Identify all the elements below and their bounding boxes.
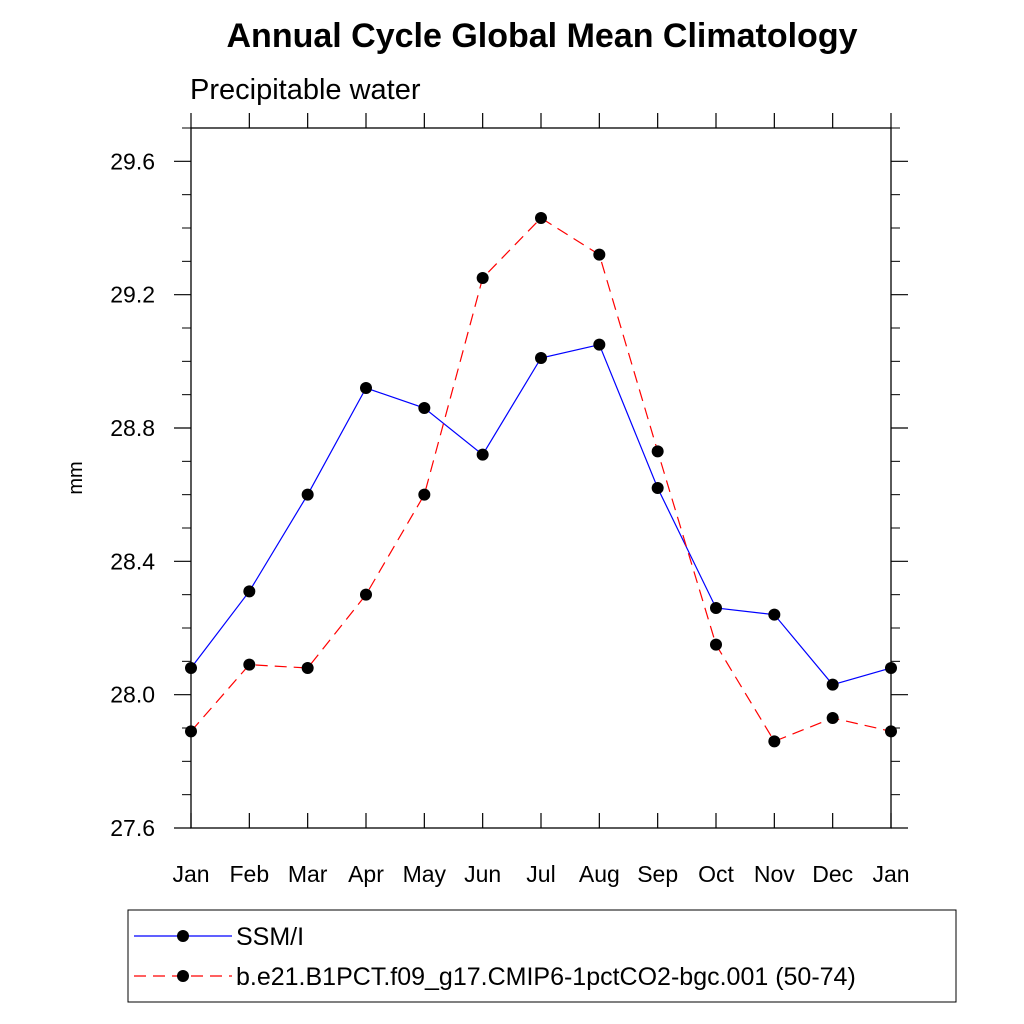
axis-ticks: Jan Feb Mar Apr May Jun Jul Aug Sep Oct Nov Dec Jan 2… bbox=[110, 113, 910, 887]
series-0-point bbox=[185, 662, 197, 674]
series-1-point bbox=[301, 662, 314, 674]
series-0-point bbox=[651, 482, 664, 494]
series-0-point bbox=[826, 678, 839, 691]
x-tick-label: Dec bbox=[812, 861, 853, 887]
x-tick-label: Jun bbox=[464, 861, 501, 887]
series-0-point bbox=[768, 608, 781, 621]
y-tick-label: 28.8 bbox=[110, 415, 155, 441]
chart-title: Annual Cycle Global Mean Climatology bbox=[227, 17, 858, 55]
plot-frame bbox=[190, 127, 892, 829]
series-0-point bbox=[593, 338, 606, 351]
x-tick-label: Jan bbox=[172, 861, 209, 887]
y-tick-label: 28.0 bbox=[110, 682, 155, 708]
x-tick-label: Apr bbox=[348, 861, 384, 887]
series-line-1 bbox=[190, 217, 892, 743]
series-1-point bbox=[185, 725, 197, 738]
series-0-point bbox=[476, 448, 489, 461]
y-tick-label: 29.6 bbox=[110, 148, 155, 174]
series-1-point bbox=[360, 588, 372, 601]
x-tick-label: Mar bbox=[288, 861, 328, 887]
series-1-point bbox=[418, 488, 431, 501]
x-tick-label: Nov bbox=[754, 861, 795, 887]
x-tick-label: Feb bbox=[230, 861, 270, 887]
legend-marker-model bbox=[177, 970, 189, 982]
x-tick-label: Jul bbox=[526, 861, 555, 887]
x-tick-label: Jan bbox=[872, 861, 909, 887]
chart-subtitle: Precipitable water bbox=[190, 74, 421, 106]
series-1-point bbox=[826, 712, 839, 724]
series-0-point bbox=[885, 662, 897, 674]
series-0-point bbox=[710, 602, 722, 614]
y-tick-label: 28.4 bbox=[110, 548, 155, 574]
series-1-point bbox=[885, 725, 897, 738]
legend-label-ssmi: SSM/I bbox=[236, 923, 304, 951]
series-0-point bbox=[418, 402, 431, 414]
series-layer bbox=[185, 212, 897, 748]
legend-box bbox=[127, 909, 957, 1003]
series-0-point bbox=[360, 382, 372, 394]
series-1-point bbox=[593, 248, 606, 261]
legend-label-model: b.e21.B1PCT.f09_g17.CMIP6-1pctCO2-bgc.00… bbox=[236, 963, 856, 991]
legend: SSM/I b.e21.B1PCT.f09_g17.CMIP6-1pctCO2-… bbox=[127, 909, 957, 1003]
series-line-0 bbox=[190, 343, 892, 686]
x-tick-label: Oct bbox=[698, 861, 734, 887]
series-1-point bbox=[243, 658, 256, 671]
series-1-point bbox=[535, 212, 547, 224]
x-tick-label: Sep bbox=[637, 861, 678, 887]
series-1-point bbox=[476, 272, 489, 284]
series-0-point bbox=[535, 352, 547, 364]
x-tick-label: Aug bbox=[579, 861, 620, 887]
series-0-point bbox=[243, 585, 256, 598]
series-1-point bbox=[651, 445, 664, 458]
series-1-point bbox=[768, 735, 781, 748]
y-tick-label: 27.6 bbox=[110, 815, 155, 841]
y-axis-label: mm bbox=[65, 461, 87, 494]
legend-marker-ssmi bbox=[177, 930, 189, 942]
series-0-point bbox=[301, 488, 314, 501]
series-1-point bbox=[710, 638, 722, 651]
y-tick-label: 29.2 bbox=[110, 282, 155, 308]
x-tick-label: May bbox=[403, 861, 447, 887]
